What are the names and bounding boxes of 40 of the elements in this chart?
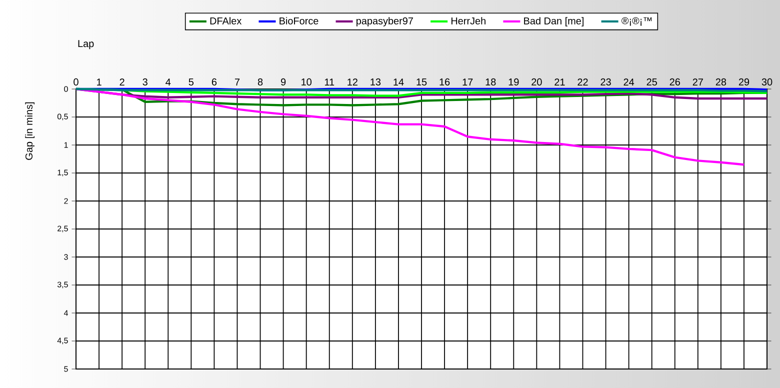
x-tick-label: 5	[188, 78, 194, 86]
x-tick-label: 18	[486, 78, 496, 86]
legend-label: DFAlex	[210, 17, 242, 24]
legend-label: ®¡®¡™	[622, 17, 652, 26]
x-tick-label: 6	[212, 78, 217, 86]
x-tick-label: 20	[532, 78, 542, 86]
x-tick-label: 4	[166, 78, 171, 86]
x-tick-label: 8	[258, 78, 263, 86]
legend-label: papasyber97	[356, 17, 413, 26]
y-axis-title: Gap [in mins]	[25, 102, 34, 160]
x-tick-label: 7	[234, 78, 240, 86]
legend-label: HerrJeh	[451, 17, 486, 24]
x-tick-label: 16	[440, 78, 450, 86]
x-tick-label: 22	[578, 78, 588, 86]
x-tick-label: 26	[670, 78, 680, 86]
x-tick-label: 12	[348, 78, 358, 86]
legend-label: BioForce	[280, 17, 318, 24]
x-tick-label: 11	[324, 78, 334, 86]
x-tick-label: 14	[394, 78, 404, 86]
x-tick-label: 25	[646, 78, 657, 86]
x-tick-label: 24	[624, 78, 634, 86]
x-axis-title: Lap	[78, 40, 94, 50]
x-tick-label: 29	[738, 78, 750, 86]
x-tick-label: 23	[600, 78, 611, 86]
x-tick-label: 13	[370, 78, 381, 86]
x-tick-label: 10	[302, 78, 312, 86]
x-tick-label: 1	[97, 78, 102, 86]
x-tick-label: 3	[142, 78, 148, 86]
x-tick-label: 0	[74, 78, 78, 86]
x-tick-label: 9	[281, 78, 286, 86]
line-series	[74, 88, 746, 166]
x-tick-label: 30	[762, 78, 772, 86]
x-tick-label: 27	[692, 78, 703, 86]
x-tick-label: 28	[716, 78, 726, 86]
x-tick-label: 21	[554, 78, 565, 86]
legend-label: Bad Dan [me]	[524, 17, 584, 26]
x-tick-label: 15	[416, 78, 427, 86]
x-tick-label: 2	[120, 78, 124, 86]
x-tick-label: 17	[462, 78, 473, 86]
x-tick-label: 19	[508, 78, 519, 86]
